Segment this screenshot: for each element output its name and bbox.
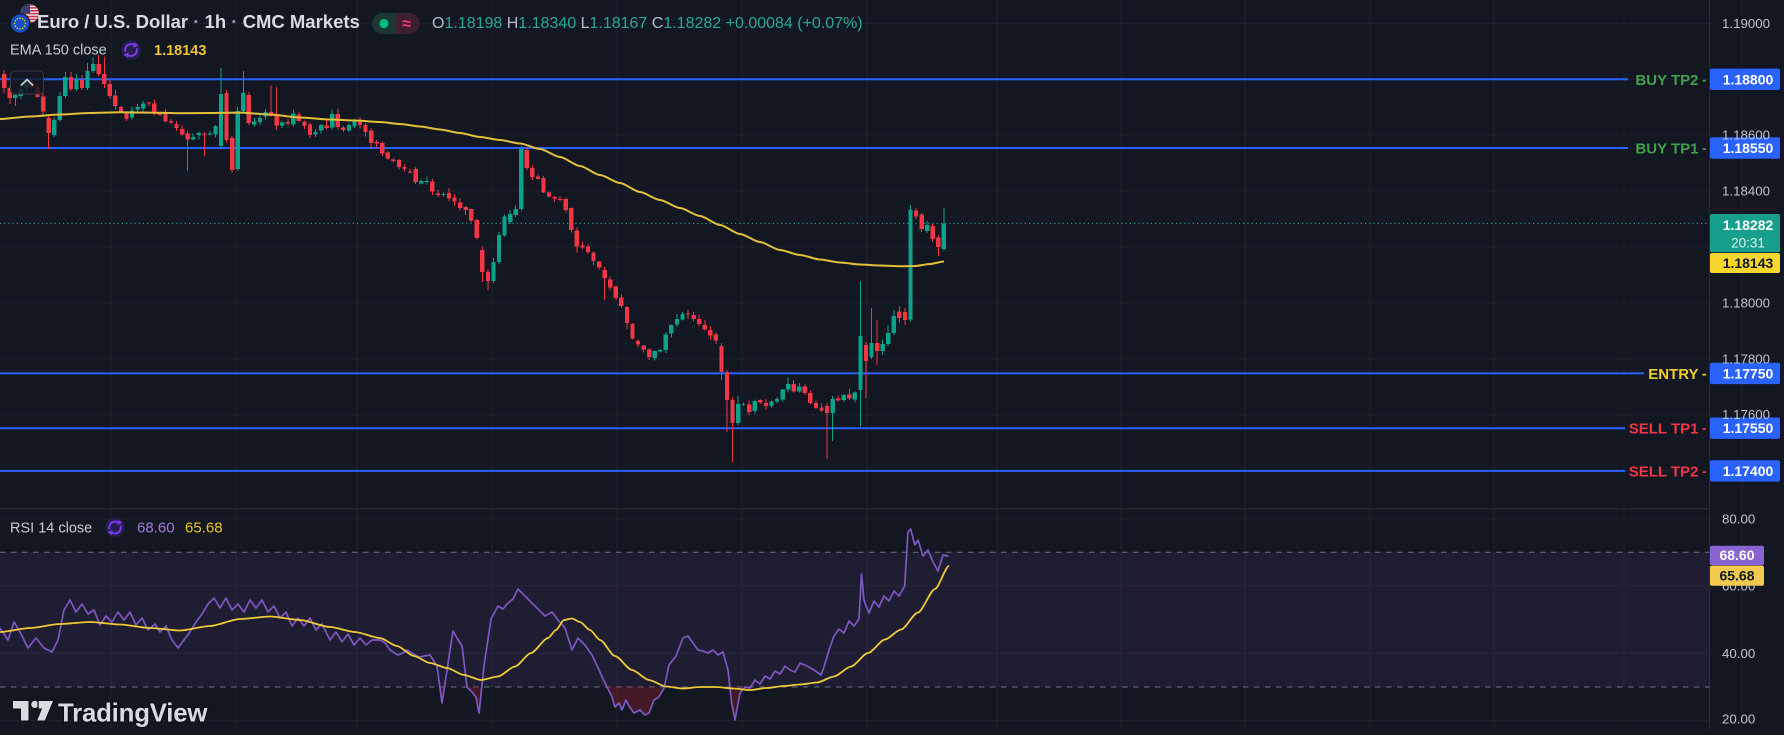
svg-text:1.17750: 1.17750 — [1723, 365, 1774, 381]
svg-text:SELL TP1: SELL TP1 — [1629, 421, 1699, 438]
svg-text:65.68: 65.68 — [185, 520, 223, 537]
svg-text:20.00: 20.00 — [1722, 712, 1755, 727]
svg-text:-: - — [1702, 140, 1707, 156]
svg-text:O1.18198 H1.18340 L1.18167 C1.: O1.18198 H1.18340 L1.18167 C1.18282 +0.0… — [432, 15, 863, 32]
svg-text:-: - — [1702, 365, 1707, 381]
svg-text:1.18400: 1.18400 — [1722, 184, 1770, 199]
svg-text:EMA 150 close: EMA 150 close — [10, 43, 107, 59]
svg-text:1.18143: 1.18143 — [154, 43, 206, 59]
svg-text:1.17600: 1.17600 — [1722, 407, 1770, 422]
svg-text:-: - — [1702, 420, 1707, 436]
svg-text:65.68: 65.68 — [1719, 568, 1754, 584]
svg-text:1.18282: 1.18282 — [1723, 217, 1774, 233]
svg-text:1.17550: 1.17550 — [1723, 420, 1774, 436]
svg-text:-: - — [1702, 71, 1707, 87]
svg-text:1.18143: 1.18143 — [1723, 255, 1774, 271]
svg-text:68.60: 68.60 — [137, 520, 175, 537]
svg-text:1.17400: 1.17400 — [1723, 463, 1774, 479]
svg-text:Euro / U.S. Dollar · 1h · CMC: Euro / U.S. Dollar · 1h · CMC Markets — [37, 11, 360, 32]
svg-text:1.17800: 1.17800 — [1722, 351, 1770, 366]
svg-text:68.60: 68.60 — [1719, 547, 1754, 563]
svg-text:-: - — [1702, 463, 1707, 479]
svg-text:80.00: 80.00 — [1722, 512, 1755, 527]
svg-text:RSI 14 close: RSI 14 close — [10, 521, 92, 537]
svg-text:1.18800: 1.18800 — [1723, 71, 1774, 87]
svg-text:20:31: 20:31 — [1731, 236, 1765, 251]
svg-text:1.18550: 1.18550 — [1723, 140, 1774, 156]
svg-text:1.19000: 1.19000 — [1722, 16, 1770, 31]
svg-text:1.18000: 1.18000 — [1722, 296, 1770, 311]
svg-text:≈: ≈ — [402, 15, 411, 33]
svg-text:40.00: 40.00 — [1722, 646, 1755, 661]
svg-text:BUY TP2: BUY TP2 — [1635, 72, 1698, 89]
svg-text:SELL TP2: SELL TP2 — [1629, 463, 1699, 480]
svg-text:ENTRY: ENTRY — [1648, 366, 1698, 383]
svg-text:TradingView: TradingView — [58, 700, 208, 728]
svg-text:BUY TP1: BUY TP1 — [1635, 141, 1698, 158]
svg-text:1.18600: 1.18600 — [1722, 128, 1770, 143]
